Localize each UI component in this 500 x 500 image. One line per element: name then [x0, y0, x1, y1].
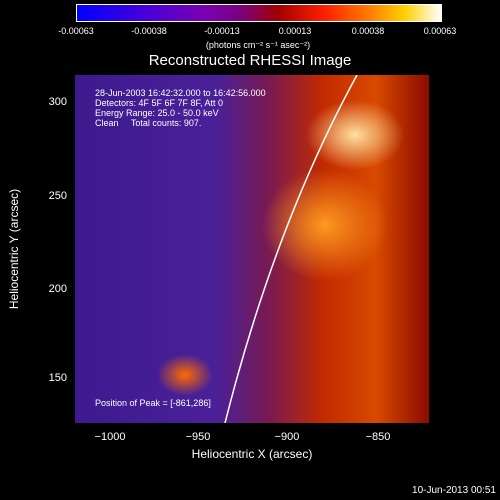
colorbar-tick: -0.00013 [204, 26, 240, 36]
colorbar-tick: 0.00063 [423, 26, 457, 36]
info-time: 28-Jun-2003 16:42:32.000 to 16:42:56.000 [95, 88, 266, 98]
colorbar-tick: 0.00013 [278, 26, 312, 36]
timestamp: 10-Jun-2013 00:51 [412, 485, 496, 496]
colorbar-tick: -0.00038 [131, 26, 167, 36]
info-energy: Energy Range: 25.0 - 50.0 keV [95, 108, 219, 118]
colorbar [76, 4, 442, 22]
x-tick: −950 [185, 431, 211, 443]
colorbar-tick: 0.00038 [351, 26, 385, 36]
colorbar-units: (photons cm⁻² s⁻¹ asec⁻²) [205, 40, 311, 50]
info-clean: Clean Total counts: 907. [95, 118, 202, 128]
colorbar-tick: -0.00063 [58, 26, 94, 36]
y-tick: 300 [48, 96, 67, 108]
y-tick: 150 [48, 372, 67, 384]
x-tick: −1000 [94, 431, 126, 443]
x-tick: −850 [365, 431, 391, 443]
info-detectors: Detectors: 4F 5F 6F 7F 8F, Att 0 [95, 98, 224, 108]
y-tick: 200 [48, 283, 67, 295]
image-title: Reconstructed RHESSI Image [148, 52, 352, 69]
peak-position: Position of Peak = [-861,286] [95, 398, 211, 408]
limb-overlay [224, 75, 358, 423]
y-tick: 250 [48, 190, 67, 202]
y-axis-label: Heliocentric Y (arcsec) [7, 188, 21, 310]
x-axis-label: Heliocentric X (arcsec) [191, 447, 313, 461]
rhessi-image: 28-Jun-2003 16:42:32.000 to 16:42:56.000… [75, 75, 429, 423]
x-tick: −900 [274, 431, 300, 443]
